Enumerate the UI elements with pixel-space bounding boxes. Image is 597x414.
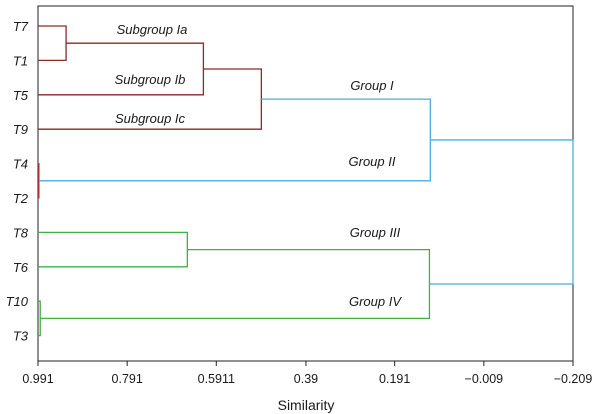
x-tick-label: −0.209 xyxy=(554,372,593,386)
annotation-group-iv: Group IV xyxy=(349,294,402,309)
branch-m3 xyxy=(38,68,263,130)
leaf-label-t2: T2 xyxy=(13,191,29,206)
leaf-label-t4: T4 xyxy=(13,157,28,172)
branch-m6 xyxy=(38,231,189,268)
branch-m1 xyxy=(38,25,67,62)
annotation-group-i: Group I xyxy=(350,78,394,93)
x-tick-label: −0.009 xyxy=(465,372,504,386)
x-tick-label: 0.191 xyxy=(379,372,410,386)
annotation-subgroup-ic: Subgroup Ic xyxy=(115,111,186,126)
leaf-label-t3: T3 xyxy=(13,329,29,344)
x-tick-label: 0.991 xyxy=(22,372,53,386)
annotation-group-iii: Group III xyxy=(350,225,401,240)
x-tick-label: 0.791 xyxy=(112,372,143,386)
branch-m5 xyxy=(38,98,431,182)
plot-frame xyxy=(37,5,574,362)
leaf-label-t1: T1 xyxy=(13,53,28,68)
leaf-label-t5: T5 xyxy=(13,88,29,103)
leaf-labels: T7 T1 T5 T9 T4 T2 T8 T6 T10 T3 xyxy=(6,19,29,344)
leaf-label-t6: T6 xyxy=(13,260,29,275)
annotation-subgroup-ib: Subgroup Ib xyxy=(115,72,186,87)
leaf-label-t7: T7 xyxy=(13,19,29,34)
x-tick-label: 0.39 xyxy=(294,372,318,386)
annotation-group-ii: Group II xyxy=(349,154,396,169)
x-axis-title: Similarity xyxy=(278,397,335,413)
x-tick-label: 0.5911 xyxy=(198,372,235,386)
branch-m2 xyxy=(38,42,205,96)
annotation-subgroup-ia: Subgroup Ia xyxy=(117,22,188,37)
x-axis: 0.991 0.791 0.5911 0.39 0.191 −0.009 −0.209 xyxy=(22,361,592,386)
dendrogram-branches xyxy=(38,25,574,337)
leaf-label-t8: T8 xyxy=(13,225,29,240)
leaf-label-t9: T9 xyxy=(13,122,28,137)
cluster-annotations: Subgroup Ia Subgroup Ib Subgroup Ic Group I… xyxy=(115,22,403,309)
branch-m9 xyxy=(429,139,574,285)
leaf-label-t10: T10 xyxy=(6,294,29,309)
